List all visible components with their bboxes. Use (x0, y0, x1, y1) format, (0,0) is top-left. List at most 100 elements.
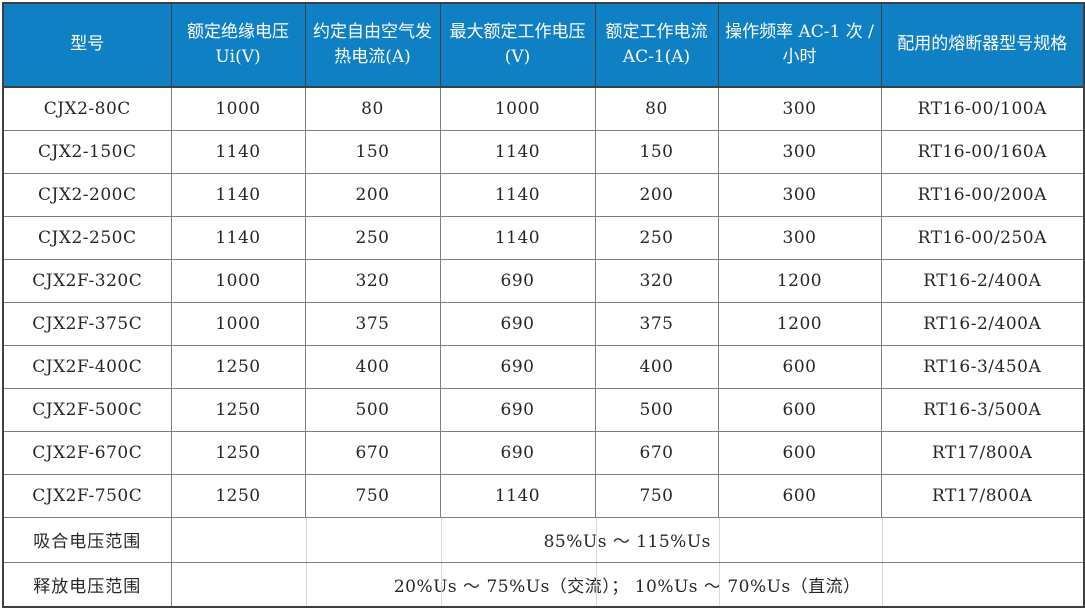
cell-ac1-current: 400 (594, 344, 719, 389)
cell-insulation-voltage: 1250 (170, 387, 306, 432)
cell-frequency: 300 (717, 86, 882, 131)
cell-model: CJX2-250C (2, 215, 172, 260)
cell-frequency: 1200 (717, 301, 882, 346)
cell-fuse: RT16-2/400A (880, 301, 1085, 346)
header-conventional-free-air-thermal-current: 约定自由空气发热电流(A) (304, 2, 441, 88)
ghost-grid-line (440, 518, 442, 561)
pickup-voltage-row: 吸合电压范围 85%Us ～ 115%Us (2, 516, 1085, 563)
release-voltage-label: 释放电压范围 (2, 561, 172, 608)
cell-frequency: 300 (717, 129, 882, 174)
header-row: 型号 额定绝缘电压 Ui(V) 约定自由空气发热电流(A) 最大额定工作电压(V… (2, 2, 1085, 88)
header-matching-fuse-spec: 配用的熔断器型号规格 (880, 2, 1085, 88)
cell-max-voltage: 690 (439, 387, 596, 432)
header-rated-insulation-voltage: 额定绝缘电压 Ui(V) (170, 2, 306, 88)
cell-ac1-current: 200 (594, 172, 719, 217)
cell-fuse: RT16-00/160A (880, 129, 1085, 174)
cell-model: CJX2-200C (2, 172, 172, 217)
cell-insulation-voltage: 1250 (170, 344, 306, 389)
release-voltage-value-cell: 20%Us ～ 75%Us（交流）； 10%Us ～ 70%Us（直流） (170, 561, 1085, 608)
ghost-grid-line (718, 518, 720, 561)
cell-insulation-voltage: 1000 (170, 86, 306, 131)
cell-model: CJX2F-750C (2, 473, 172, 518)
cell-thermal-current: 200 (304, 172, 441, 217)
ghost-grid-line (718, 563, 720, 606)
cell-ac1-current: 150 (594, 129, 719, 174)
cell-max-voltage: 1140 (439, 215, 596, 260)
cell-max-voltage: 690 (439, 344, 596, 389)
cell-frequency: 300 (717, 215, 882, 260)
cell-max-voltage: 1140 (439, 473, 596, 518)
cell-insulation-voltage: 1250 (170, 430, 306, 475)
header-rated-operating-current-ac1: 额定工作电流 AC-1(A) (594, 2, 719, 88)
table-row: CJX2F-400C 1250 400 690 400 600 RT16-3/4… (2, 344, 1085, 389)
cell-insulation-voltage: 1250 (170, 473, 306, 518)
header-model: 型号 (2, 2, 172, 88)
cell-model: CJX2F-320C (2, 258, 172, 303)
cell-thermal-current: 375 (304, 301, 441, 346)
cell-fuse: RT16-00/200A (880, 172, 1085, 217)
ghost-grid-line (881, 563, 883, 606)
cell-model: CJX2F-670C (2, 430, 172, 475)
cell-model: CJX2-150C (2, 129, 172, 174)
cell-thermal-current: 750 (304, 473, 441, 518)
cell-model: CJX2F-500C (2, 387, 172, 432)
cell-insulation-voltage: 1140 (170, 129, 306, 174)
ghost-grid-line (305, 518, 307, 561)
ghost-grid-line (440, 563, 442, 606)
cell-max-voltage: 690 (439, 258, 596, 303)
cell-insulation-voltage: 1000 (170, 258, 306, 303)
cell-max-voltage: 1140 (439, 129, 596, 174)
cell-frequency: 300 (717, 172, 882, 217)
ghost-grid-line (305, 563, 307, 606)
cell-thermal-current: 150 (304, 129, 441, 174)
ghost-grid-line (595, 518, 597, 561)
cell-fuse: RT16-3/500A (880, 387, 1085, 432)
table-row: CJX2F-500C 1250 500 690 500 600 RT16-3/5… (2, 387, 1085, 432)
table-header: 型号 额定绝缘电压 Ui(V) 约定自由空气发热电流(A) 最大额定工作电压(V… (2, 2, 1085, 88)
cell-max-voltage: 690 (439, 301, 596, 346)
pickup-voltage-value-cell: 85%Us ～ 115%Us (170, 516, 1085, 563)
table-row: CJX2F-320C 1000 320 690 320 1200 RT16-2/… (2, 258, 1085, 303)
cell-insulation-voltage: 1140 (170, 172, 306, 217)
cell-thermal-current: 80 (304, 86, 441, 131)
cell-fuse: RT16-00/100A (880, 86, 1085, 131)
table-row: CJX2-200C 1140 200 1140 200 300 RT16-00/… (2, 172, 1085, 217)
cell-model: CJX2-80C (2, 86, 172, 131)
cell-fuse: RT17/800A (880, 473, 1085, 518)
table-row: CJX2-250C 1140 250 1140 250 300 RT16-00/… (2, 215, 1085, 260)
cell-ac1-current: 750 (594, 473, 719, 518)
cell-frequency: 600 (717, 344, 882, 389)
cell-model: CJX2F-375C (2, 301, 172, 346)
cell-max-voltage: 1000 (439, 86, 596, 131)
table-row: CJX2-80C 1000 80 1000 80 300 RT16-00/100… (2, 86, 1085, 131)
cell-ac1-current: 320 (594, 258, 719, 303)
cell-frequency: 600 (717, 387, 882, 432)
pickup-voltage-label: 吸合电压范围 (2, 516, 172, 563)
cell-fuse: RT16-3/450A (880, 344, 1085, 389)
pickup-voltage-value: 85%Us ～ 115%Us (543, 532, 711, 552)
table-row: CJX2F-670C 1250 670 690 670 600 RT17/800… (2, 430, 1085, 475)
cell-thermal-current: 670 (304, 430, 441, 475)
cell-fuse: RT17/800A (880, 430, 1085, 475)
cell-max-voltage: 690 (439, 430, 596, 475)
cell-max-voltage: 1140 (439, 172, 596, 217)
table-row: CJX2F-375C 1000 375 690 375 1200 RT16-2/… (2, 301, 1085, 346)
cell-ac1-current: 80 (594, 86, 719, 131)
cell-thermal-current: 320 (304, 258, 441, 303)
release-voltage-row: 释放电压范围 20%Us ～ 75%Us（交流）； 10%Us ～ 70%Us（… (2, 561, 1085, 608)
cell-frequency: 600 (717, 473, 882, 518)
cell-fuse: RT16-2/400A (880, 258, 1085, 303)
cell-thermal-current: 250 (304, 215, 441, 260)
cell-insulation-voltage: 1000 (170, 301, 306, 346)
table-row: CJX2-150C 1140 150 1140 150 300 RT16-00/… (2, 129, 1085, 174)
cell-thermal-current: 400 (304, 344, 441, 389)
cell-ac1-current: 250 (594, 215, 719, 260)
cell-ac1-current: 375 (594, 301, 719, 346)
header-max-rated-operating-voltage: 最大额定工作电压(V) (439, 2, 596, 88)
cell-model: CJX2F-400C (2, 344, 172, 389)
cell-fuse: RT16-00/250A (880, 215, 1085, 260)
cell-ac1-current: 500 (594, 387, 719, 432)
header-operating-frequency: 操作频率 AC-1 次 / 小时 (717, 2, 882, 88)
cell-thermal-current: 500 (304, 387, 441, 432)
